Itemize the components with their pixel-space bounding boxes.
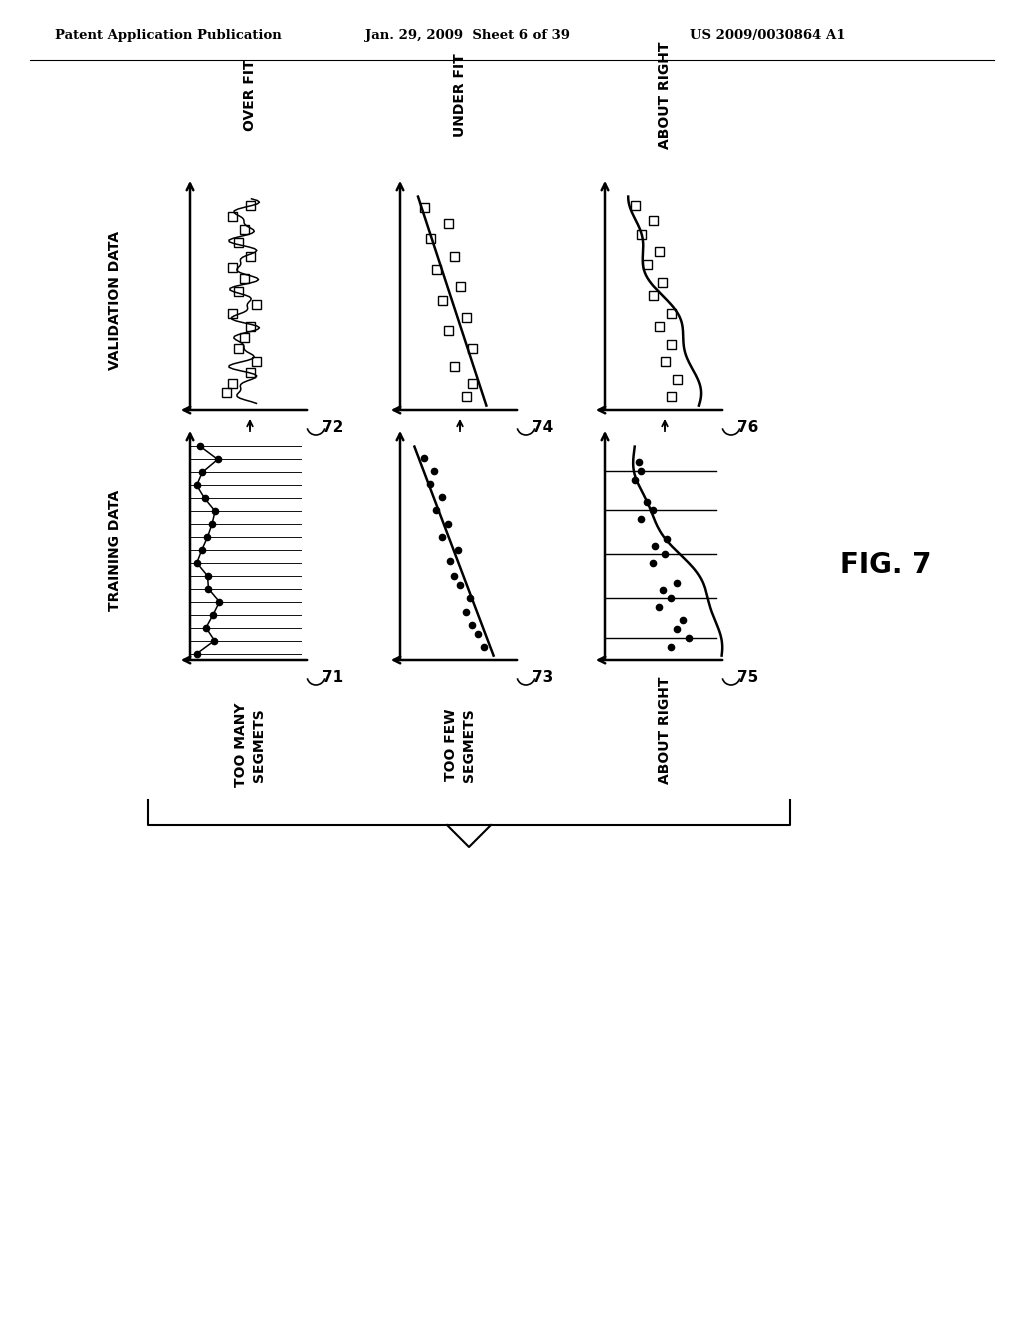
Bar — [246, 252, 255, 260]
Bar — [631, 201, 640, 210]
Bar — [240, 273, 249, 282]
Bar — [246, 201, 255, 210]
Bar — [450, 252, 459, 260]
Text: 75: 75 — [737, 671, 758, 685]
Bar — [221, 388, 230, 397]
Bar — [648, 292, 657, 300]
Text: FIG. 7: FIG. 7 — [840, 550, 932, 579]
Bar — [431, 265, 440, 273]
Bar — [443, 326, 453, 335]
Bar — [252, 300, 260, 309]
Bar — [246, 368, 255, 378]
Text: 73: 73 — [532, 671, 553, 685]
Text: 74: 74 — [532, 421, 553, 436]
Bar — [648, 216, 657, 226]
Text: TRAINING DATA: TRAINING DATA — [108, 490, 122, 611]
Bar — [443, 219, 453, 227]
Text: OVER FIT: OVER FIT — [243, 59, 257, 131]
Bar — [667, 309, 676, 318]
Bar — [660, 358, 670, 366]
Bar — [450, 362, 459, 371]
Bar — [667, 392, 676, 401]
Bar — [468, 379, 476, 388]
Bar — [240, 333, 249, 342]
Bar — [642, 260, 651, 269]
Text: US 2009/0030864 A1: US 2009/0030864 A1 — [690, 29, 846, 41]
Text: 71: 71 — [322, 671, 343, 685]
Bar — [246, 322, 255, 331]
Bar — [227, 379, 237, 388]
Text: 76: 76 — [737, 421, 759, 436]
Bar — [456, 282, 465, 292]
Bar — [227, 309, 237, 318]
Text: ABOUT RIGHT: ABOUT RIGHT — [658, 676, 672, 784]
Bar — [426, 234, 434, 243]
Bar — [252, 358, 260, 366]
Bar — [654, 322, 664, 331]
Bar — [462, 313, 470, 322]
Text: VALIDATION DATA: VALIDATION DATA — [108, 231, 122, 370]
Bar — [654, 247, 664, 256]
Bar — [667, 339, 676, 348]
Bar — [468, 345, 476, 352]
Bar — [462, 392, 470, 401]
Text: Patent Application Publication: Patent Application Publication — [55, 29, 282, 41]
Bar — [637, 230, 645, 239]
Bar — [233, 239, 243, 247]
Bar — [658, 279, 667, 286]
Bar — [233, 286, 243, 296]
Bar — [240, 226, 249, 234]
Text: TOO FEW
SEGMETS: TOO FEW SEGMETS — [443, 708, 476, 781]
Text: ABOUT RIGHT: ABOUT RIGHT — [658, 41, 672, 149]
Bar — [673, 375, 682, 384]
Text: 72: 72 — [322, 421, 343, 436]
Bar — [227, 213, 237, 220]
Text: UNDER FIT: UNDER FIT — [453, 53, 467, 137]
Bar — [227, 263, 237, 272]
Bar — [233, 345, 243, 352]
Text: Jan. 29, 2009  Sheet 6 of 39: Jan. 29, 2009 Sheet 6 of 39 — [365, 29, 570, 41]
Bar — [420, 203, 428, 213]
Text: TOO MANY
SEGMETS: TOO MANY SEGMETS — [233, 702, 266, 787]
Bar — [437, 296, 446, 305]
